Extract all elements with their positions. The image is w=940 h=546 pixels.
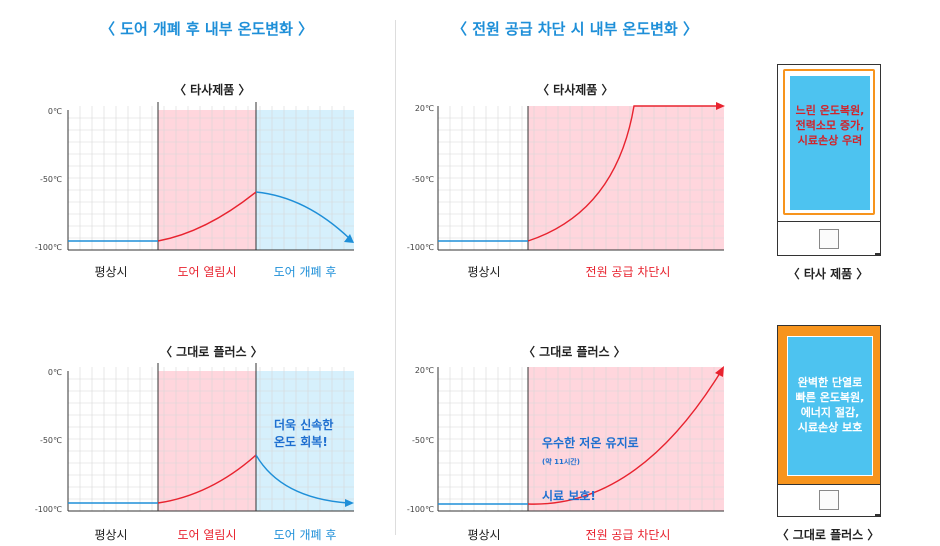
chart-door-grande [67, 363, 354, 512]
zone-door-open [158, 110, 256, 250]
fridge-screen: 느린 온도복원, 전력소모 증가, 시료손상 우려 [789, 75, 871, 211]
zone-label-normal: 평상시 [467, 528, 501, 542]
callout-fast-recovery: 더욱 신속한 온도 회복! [274, 418, 334, 449]
ytick-0: 0℃ [47, 368, 62, 377]
ytick-minus50: -50℃ [39, 436, 62, 445]
callout-low-temp-keep: 우수한 저온 유지로 (약 11시간) 시료 보호! [542, 418, 639, 505]
ytick-minus100: -100℃ [406, 243, 434, 252]
fridge-screen-text: 완벽한 단열로 빠른 온도복원, 에너지 절감, 시료손상 보호 [795, 376, 865, 434]
ytick-minus50: -50℃ [411, 436, 434, 445]
section-heading-power: 〈 전원 공급 차단 시 내부 온도변화 〉 [452, 20, 698, 38]
ytick-20: 20℃ [414, 366, 434, 375]
ytick-minus50: -50℃ [39, 175, 62, 184]
temperature-curve-door-open [157, 191, 257, 242]
ytick-minus100: -100℃ [406, 505, 434, 514]
zone-label-normal: 평상시 [467, 265, 501, 279]
temperature-curve-slow-rise [527, 372, 721, 505]
chart-title-power-grande: 〈 그대로 플러스 〉 [523, 345, 626, 359]
chart-power-other [437, 102, 725, 251]
zone-label-door-open: 도어 열림시 [177, 528, 237, 542]
temperature-curve-recovery [255, 191, 351, 240]
callout-line2: 시료 보호! [542, 489, 596, 503]
fridge-screen-text: 느린 온도복원, 전력소모 증가, 시료손상 우려 [795, 104, 865, 147]
fridge-base-line [778, 484, 880, 485]
ytick-minus50: -50℃ [411, 175, 434, 184]
curve-arrowhead [345, 499, 354, 507]
zone-label-normal: 평상시 [94, 528, 128, 542]
callout-main: 우수한 저온 유지로 [542, 436, 639, 450]
zone-label-power-cut: 전원 공급 차단시 [585, 528, 671, 542]
fridge-door-frame: 완벽한 단열로 빠른 온도복원, 에너지 절감, 시료손상 보호 [778, 326, 880, 484]
zone-label-normal: 평상시 [94, 265, 128, 279]
chart-title-door-other: 〈 타사제품 〉 [174, 83, 251, 97]
ytick-minus100: -100℃ [34, 243, 62, 252]
zone-label-after-door: 도어 개폐 후 [273, 528, 337, 542]
curve-arrowhead [344, 234, 354, 243]
zone-label-door-open: 도어 열림시 [177, 265, 237, 279]
fridge-door-frame: 느린 온도복원, 전력소모 증가, 시료손상 우려 [783, 69, 875, 215]
fridge-control-panel [819, 490, 839, 510]
temperature-curve-recovery [255, 454, 349, 504]
temperature-curve-door-open [157, 454, 257, 504]
temperature-curve-rise [527, 105, 718, 242]
chart-grid [438, 106, 724, 250]
curve-arrowhead [716, 102, 725, 110]
fridge-label-other: 〈 타사 제품 〉 [787, 267, 869, 281]
chart-power-grande [437, 366, 724, 512]
fridge-foot [875, 253, 881, 256]
fridge-label-grande: 〈 그대로 플러스 〉 [776, 528, 880, 542]
section-divider [395, 20, 396, 535]
zone-label-after-door: 도어 개폐 후 [273, 265, 337, 279]
fridge-base-line [778, 221, 880, 222]
fridge-foot [875, 514, 881, 517]
ytick-20: 20℃ [414, 104, 434, 113]
section-heading-door: 〈 도어 개폐 후 내부 온도변화 〉 [100, 20, 314, 38]
chart-grid [68, 367, 354, 511]
fridge-control-panel [819, 229, 839, 249]
curve-arrowhead [715, 366, 724, 377]
chart-grid [68, 106, 354, 250]
ytick-0: 0℃ [47, 107, 62, 116]
zone-after-door [256, 371, 354, 511]
chart-title-door-grande: 〈 그대로 플러스 〉 [160, 345, 263, 359]
fridge-other: 느린 온도복원, 전력소모 증가, 시료손상 우려 [777, 64, 881, 256]
zone-label-power-cut: 전원 공급 차단시 [585, 265, 671, 279]
zone-door-open [158, 371, 256, 511]
fridge-screen: 완벽한 단열로 빠른 온도복원, 에너지 절감, 시료손상 보호 [787, 336, 873, 476]
zone-after-door [256, 110, 354, 250]
chart-door-other [67, 102, 354, 251]
chart-title-power-other: 〈 타사제품 〉 [537, 83, 614, 97]
chart-grid [438, 367, 724, 511]
callout-duration-note: (약 11시간) [542, 458, 580, 466]
fridge-grande: 완벽한 단열로 빠른 온도복원, 에너지 절감, 시료손상 보호 [777, 325, 881, 517]
ytick-minus100: -100℃ [34, 505, 62, 514]
